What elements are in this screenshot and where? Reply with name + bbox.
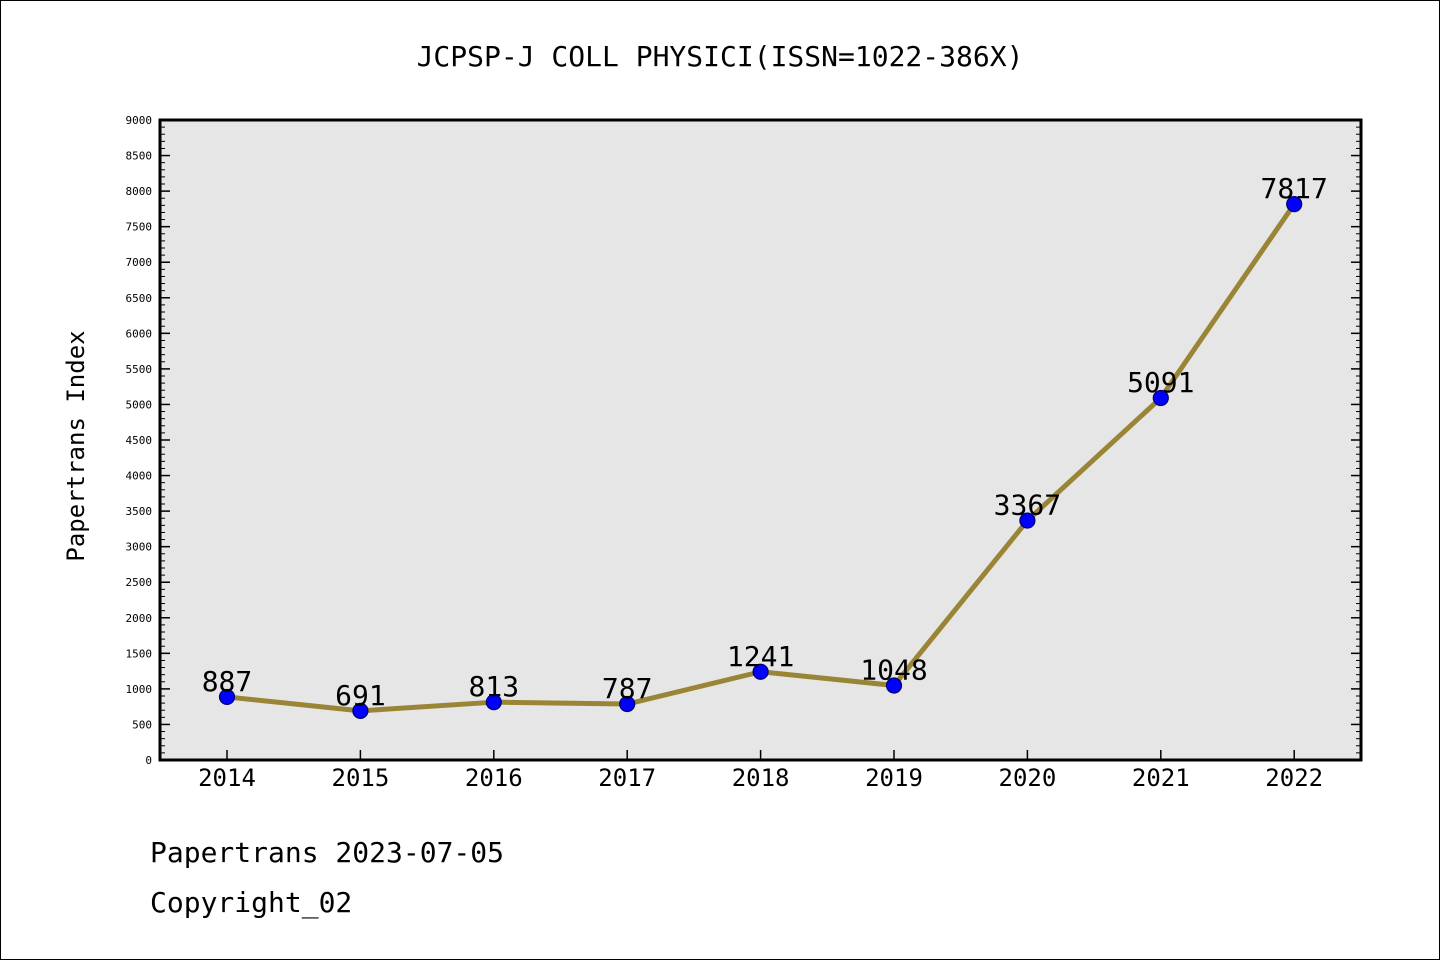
x-tick-label: 2016 (465, 764, 523, 792)
data-label: 7817 (1260, 172, 1327, 205)
data-point (619, 695, 636, 713)
data-label: 3367 (994, 489, 1061, 522)
y-tick-label: 7500 (126, 221, 153, 234)
y-tick-label: 500 (132, 718, 152, 731)
x-tick-label: 2014 (198, 764, 256, 792)
y-tick-label: 8000 (126, 185, 153, 198)
data-point (218, 688, 236, 706)
x-axis: 2014 2015 2016 2017 2018 2019 2020 2021 2022 (198, 750, 1323, 792)
y-tick-label: 7000 (126, 256, 153, 269)
data-markers (218, 196, 1303, 719)
data-point (485, 694, 502, 711)
data-point (1019, 512, 1036, 529)
data-label: 1048 (860, 653, 927, 686)
data-point (352, 702, 369, 719)
y-tick-label: 6500 (126, 292, 153, 305)
x-tick-label: 2015 (332, 764, 390, 792)
y-tick-label: 4000 (126, 470, 153, 483)
y-tick-label: 1500 (126, 647, 153, 660)
y-tick-label: 3000 (126, 541, 153, 554)
y-tick-label: 5500 (126, 363, 153, 376)
y-tick-label: 6000 (126, 327, 153, 340)
data-label: 5091 (1127, 366, 1194, 399)
x-tick-label: 2022 (1265, 764, 1323, 792)
x-tick-label: 2019 (865, 764, 923, 792)
plot-area (158, 118, 1363, 762)
footer-date: Papertrans 2023-07-05 (150, 836, 505, 869)
y-tick-label: 9000 (126, 114, 153, 127)
x-tick-label: 2018 (732, 764, 790, 792)
data-label: 813 (469, 670, 520, 703)
data-point (1286, 196, 1303, 213)
data-labels: 887 691 813 787 1241 1048 3367 5091 7817 (202, 172, 1328, 712)
x-tick-label: 2021 (1132, 764, 1190, 792)
data-point (885, 677, 903, 694)
footer-copyright: Copyright_02 (150, 886, 353, 919)
data-label: 887 (202, 665, 253, 698)
x-tick-label: 2020 (999, 764, 1057, 792)
y-axis: 0 500 1000 1500 2000 2500 3000 3500 4000 4500 5000… (126, 114, 1361, 767)
y-tick-label: 4500 (126, 434, 153, 447)
chart-title: JCPSP-J COLL PHYSICI(ISSN=1022-386X) (417, 40, 1024, 73)
y-tick-label: 2500 (126, 576, 153, 589)
y-tick-label: 5000 (126, 398, 153, 411)
y-tick-label: 8500 (126, 150, 153, 163)
y-tick-label: 2000 (126, 612, 153, 625)
y-tick-label: 3500 (126, 505, 153, 518)
data-label: 787 (602, 672, 653, 705)
data-label: 691 (335, 679, 386, 712)
data-point (752, 663, 769, 680)
y-tick-label: 1000 (126, 683, 153, 696)
data-label: 1241 (727, 640, 794, 673)
y-axis-label: Papertrans Index (62, 330, 90, 561)
y-tick-label: 0 (145, 754, 152, 767)
x-tick-label: 2017 (598, 764, 656, 792)
data-point (1152, 389, 1169, 407)
